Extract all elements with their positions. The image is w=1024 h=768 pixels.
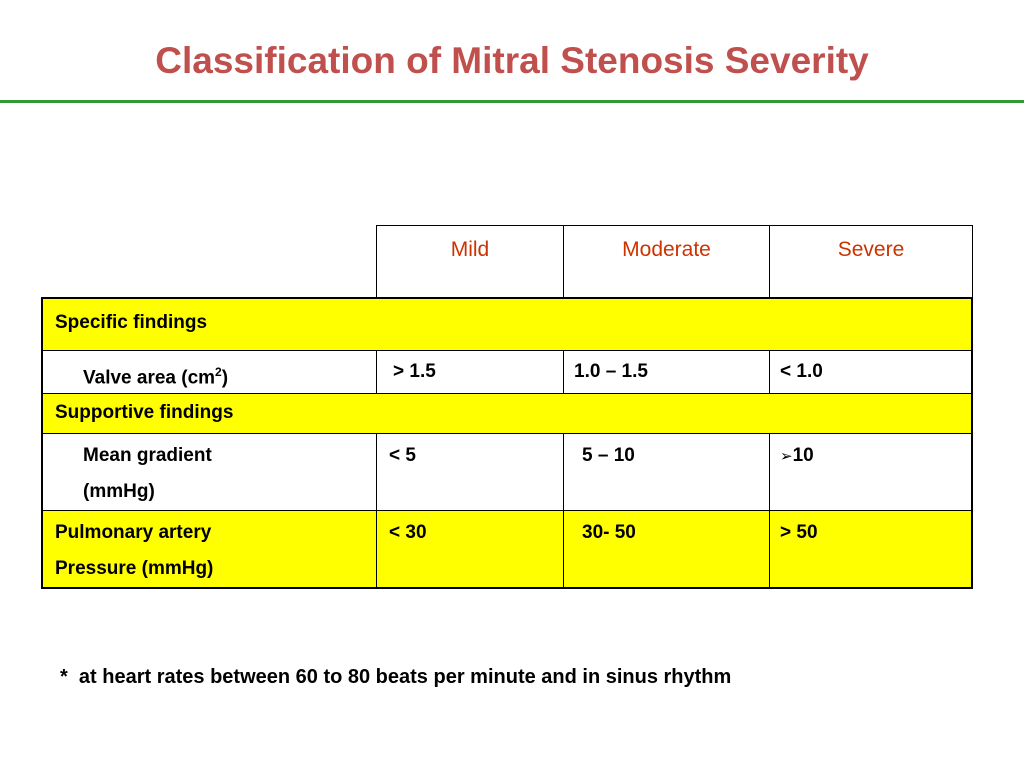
cell: < 1.0 xyxy=(769,350,973,394)
row-label-line: Mean gradient xyxy=(83,445,212,466)
cell: 30- 50 xyxy=(563,510,770,589)
row-label-line: Pressure (mmHg) xyxy=(55,558,214,579)
section-row: Supportive findings xyxy=(42,393,972,434)
row-label-text: ) xyxy=(221,367,229,389)
cell: < 30 xyxy=(376,510,564,589)
bullet-icon: ➢ xyxy=(780,447,793,465)
column-header: Mild xyxy=(376,225,564,299)
row-label-line: (mmHg) xyxy=(83,481,155,502)
row-label: Mean gradient (mmHg) xyxy=(42,433,377,511)
row-label-text: Valve area (cm xyxy=(83,367,216,389)
cell: 1.0 – 1.5 xyxy=(563,350,770,394)
footnote: * at heart rates between 60 to 80 beats … xyxy=(60,666,732,688)
cell-text: 10 xyxy=(792,445,814,466)
row-label-line: Pulmonary artery xyxy=(55,522,212,543)
row-label: Valve area (cm2) xyxy=(42,350,377,394)
superscript: 2 xyxy=(215,365,222,379)
section-row: Specific findings xyxy=(42,298,972,351)
cell: < 5 xyxy=(376,433,564,511)
slide-title: Classification of Mitral Stenosis Severi… xyxy=(155,40,869,81)
cell: ➢10 xyxy=(769,433,973,511)
cell: > 50 xyxy=(769,510,973,589)
column-header: Moderate xyxy=(563,225,770,299)
column-header: Severe xyxy=(769,225,973,299)
title-rule xyxy=(0,100,1024,103)
cell: 5 – 10 xyxy=(563,433,770,511)
row-label: Pulmonary artery Pressure (mmHg) xyxy=(42,510,377,589)
cell: > 1.5 xyxy=(376,350,564,394)
